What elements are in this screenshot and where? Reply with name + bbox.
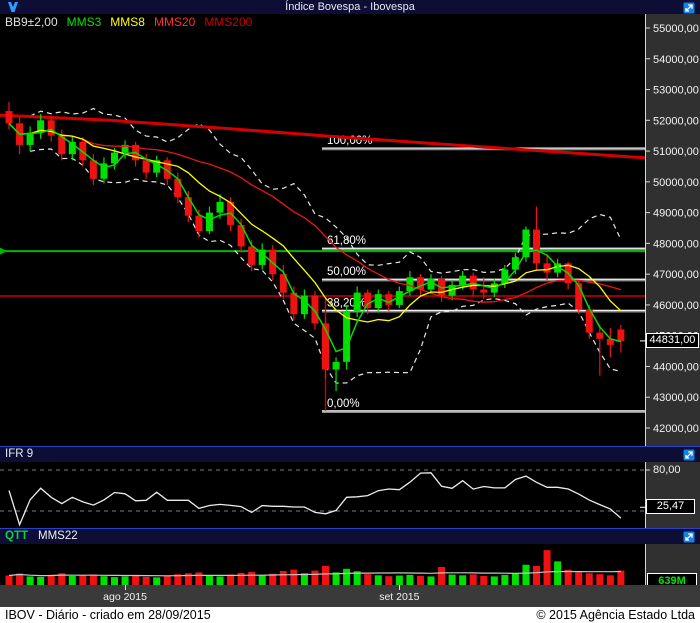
mms3-line xyxy=(8,122,622,353)
price-tick-label: 53000,00 xyxy=(653,85,699,97)
status-bar: IBOV - Diário - criado em 28/09/2015 © 2… xyxy=(0,607,700,623)
mms200-line xyxy=(0,113,646,160)
rsi-line xyxy=(8,472,622,527)
mms8-line xyxy=(8,122,622,323)
chart-legend: BB9±2,00 MMS3 MMS8 MMS20 MMS200 xyxy=(5,15,261,29)
rsi-overbought-label: 80,00 xyxy=(653,464,681,476)
fib-label: 61,80% xyxy=(327,235,366,247)
rsi-value-badge: 25,47 xyxy=(646,499,695,514)
fib-label: 0,00% xyxy=(327,398,360,410)
legend-mms3: MMS3 xyxy=(66,15,102,29)
price-tick-label: 49000,00 xyxy=(653,208,699,220)
price-tick-label: 50000,00 xyxy=(653,177,699,189)
price-axis-gutter xyxy=(645,14,700,446)
app-logo-icon xyxy=(8,2,18,12)
qtt-panel-header: QTT MMS22 xyxy=(0,528,700,544)
fibonacci-retracement: 100,00%61,80%50,00%38,20%0,00% xyxy=(322,135,645,413)
price-tick-label: 48000,00 xyxy=(653,238,699,250)
status-left: IBOV - Diário - criado em 28/09/2015 xyxy=(5,608,211,622)
expand-icon[interactable] xyxy=(683,449,695,461)
legend-mms200: MMS200 xyxy=(204,15,253,29)
legend-mms8: MMS8 xyxy=(110,15,145,29)
price-tick-label: 46000,00 xyxy=(653,300,699,312)
volume-bars xyxy=(5,550,625,585)
rsi-axis-gutter xyxy=(645,462,700,528)
price-tick-label: 42000,00 xyxy=(653,423,699,435)
candles xyxy=(5,101,625,392)
qtt-title: QTT xyxy=(5,530,28,542)
legend-bollinger: BB9±2,00 xyxy=(5,15,58,29)
level-marker xyxy=(0,247,7,255)
main-price-chart[interactable]: 100,00%61,80%50,00%38,20%0,00%55000,0054… xyxy=(0,14,700,446)
legend-mms20: MMS20 xyxy=(153,15,196,29)
status-right: © 2015 Agência Estado Ltda xyxy=(536,608,695,622)
volume-ma-line xyxy=(8,570,621,577)
price-tick-label: 47000,00 xyxy=(653,269,699,281)
volume-chart[interactable] xyxy=(0,544,700,585)
month-label: ago 2015 xyxy=(103,591,147,603)
expand-icon[interactable] xyxy=(683,1,695,14)
price-tick-label: 43000,00 xyxy=(653,392,699,404)
ifr-indicator-chart[interactable] xyxy=(0,462,700,528)
month-label: set 2015 xyxy=(379,591,420,603)
mms20-line xyxy=(8,122,622,303)
last-price-badge: 44831,00 xyxy=(646,333,699,348)
fib-label: 50,00% xyxy=(327,266,366,278)
title-bar: Índice Bovespa - Ibovespa xyxy=(0,0,700,14)
ifr-title: IFR 9 xyxy=(5,448,34,460)
price-tick-label: 54000,00 xyxy=(653,54,699,66)
price-tick-label: 55000,00 xyxy=(653,23,699,35)
ifr-panel-header: IFR 9 xyxy=(0,446,700,462)
month-tick xyxy=(399,585,401,590)
price-tick-label: 44000,00 xyxy=(653,361,699,373)
time-axis: ago 2015 set 2015 xyxy=(0,585,700,607)
expand-icon[interactable] xyxy=(683,531,695,543)
price-tick-label: 51000,00 xyxy=(653,146,699,158)
price-tick-label: 52000,00 xyxy=(653,115,699,127)
window-title: Índice Bovespa - Ibovespa xyxy=(285,1,415,13)
month-tick xyxy=(125,585,127,590)
qtt-ma-label: MMS22 xyxy=(38,530,78,542)
